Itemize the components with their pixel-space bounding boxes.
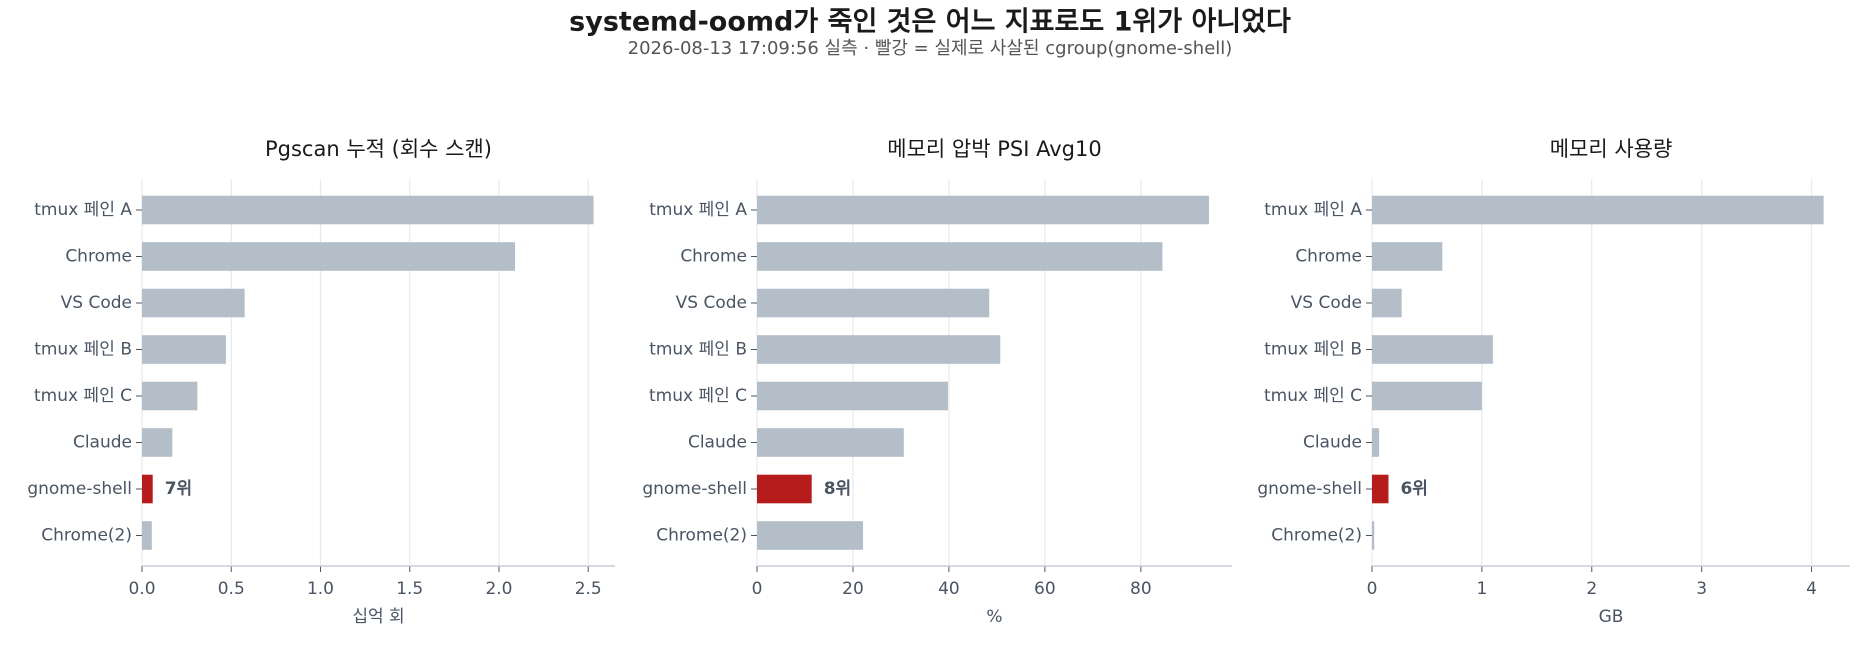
y-tick-label: Claude (1303, 433, 1362, 453)
bar-annotation: 8위 (824, 479, 851, 499)
bar (757, 521, 864, 550)
y-tick-label: gnome-shell (642, 479, 747, 499)
y-tick-label: tmux 페인 C (649, 386, 747, 406)
x-tick-label: 0.0 (128, 579, 155, 599)
y-tick-label: tmux 페인 B (1264, 340, 1362, 360)
bar (1372, 335, 1493, 364)
bar (142, 381, 198, 411)
x-axis-label: % (986, 607, 1002, 627)
x-tick-label: 4 (1806, 579, 1817, 599)
bar (1372, 195, 1824, 225)
y-tick-label: tmux 페인 B (34, 340, 132, 360)
x-tick-label: 2.0 (485, 579, 512, 599)
y-tick-label: Claude (688, 433, 747, 453)
bar (142, 195, 594, 225)
x-tick-label: 1.5 (396, 579, 423, 599)
bar-annotation: 6위 (1400, 479, 1427, 499)
bar (757, 195, 1209, 225)
bar-annotation: 7위 (165, 479, 192, 499)
x-tick-label: 2 (1586, 579, 1597, 599)
x-tick-label: 0 (1367, 579, 1378, 599)
x-tick-label: 3 (1696, 579, 1707, 599)
bar (757, 474, 812, 504)
panel-title: 메모리 사용량 (1550, 137, 1673, 161)
y-tick-label: Claude (73, 433, 132, 453)
y-tick-label: Chrome(2) (656, 526, 747, 546)
bar (142, 335, 226, 364)
y-tick-label: Chrome(2) (1271, 526, 1362, 546)
y-tick-label: tmux 페인 A (1264, 200, 1362, 220)
y-tick-label: VS Code (1291, 293, 1362, 313)
x-tick-label: 60 (1034, 579, 1056, 599)
y-tick-label: gnome-shell (27, 479, 132, 499)
page-subtitle: 2026-08-13 17:09:56 실측 · 빨강 = 실제로 사살된 cg… (628, 38, 1233, 59)
x-tick-label: 20 (842, 579, 864, 599)
bar (142, 474, 153, 504)
y-tick-label: VS Code (676, 293, 747, 313)
bar (142, 242, 516, 271)
x-axis-label: GB (1599, 607, 1624, 627)
y-tick-label: tmux 페인 A (34, 200, 132, 220)
bar (1372, 288, 1402, 318)
bar (1372, 428, 1380, 457)
bar (1372, 521, 1375, 550)
x-tick-label: 2.5 (575, 579, 602, 599)
bar (757, 242, 1163, 271)
panel-title: 메모리 압박 PSI Avg10 (887, 137, 1101, 161)
x-tick-label: 1 (1476, 579, 1487, 599)
x-tick-label: 40 (938, 579, 960, 599)
page-title: systemd-oomd가 죽인 것은 어느 지표로도 1위가 아니었다 (569, 7, 1291, 38)
y-tick-label: tmux 페인 C (1264, 386, 1362, 406)
x-tick-label: 0.5 (218, 579, 245, 599)
bar (757, 428, 904, 457)
bar (1372, 242, 1443, 271)
y-tick-label: tmux 페인 A (649, 200, 747, 220)
bar (142, 288, 245, 318)
bar (1372, 474, 1389, 504)
y-tick-label: Chrome (65, 247, 132, 267)
y-tick-label: gnome-shell (1257, 479, 1362, 499)
x-axis-label: 십억 회 (352, 607, 404, 627)
x-tick-label: 1.0 (307, 579, 334, 599)
y-tick-label: Chrome(2) (41, 526, 132, 546)
bar (142, 428, 173, 457)
bar (757, 381, 948, 411)
y-tick-label: VS Code (61, 293, 132, 313)
y-tick-label: tmux 페인 B (649, 340, 747, 360)
x-tick-label: 0 (752, 579, 763, 599)
bar (1372, 381, 1482, 411)
bar (757, 335, 1001, 364)
y-tick-label: tmux 페인 C (34, 386, 132, 406)
bar (142, 521, 152, 550)
x-tick-label: 80 (1130, 579, 1152, 599)
y-tick-label: Chrome (1295, 247, 1362, 267)
bar (757, 288, 990, 318)
panel-title: Pgscan 누적 (회수 스캔) (265, 137, 492, 161)
y-tick-label: Chrome (680, 247, 747, 267)
